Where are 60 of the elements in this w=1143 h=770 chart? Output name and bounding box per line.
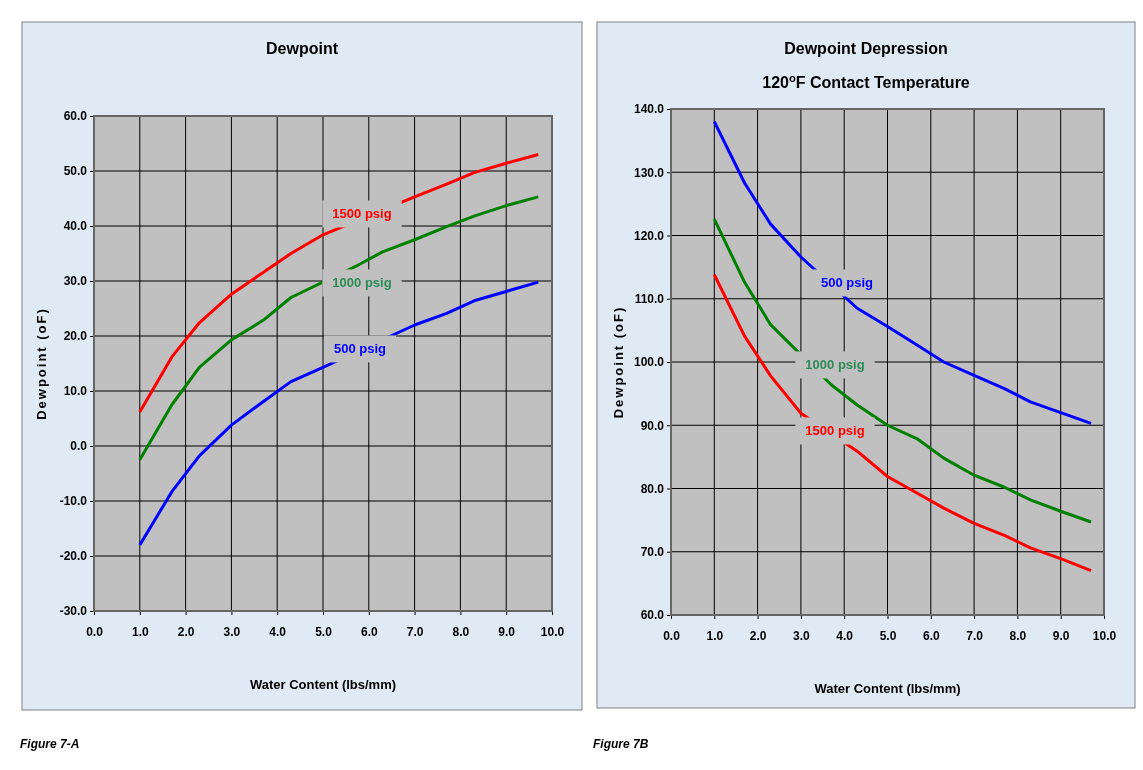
series-label: 500 psig (333, 341, 387, 357)
x-tick-label: 4.0 (269, 624, 287, 639)
x-tick-label: 2.0 (749, 628, 767, 643)
x-tick-label: 6.0 (360, 624, 378, 639)
y-tick-label: -30.0 (59, 604, 88, 619)
x-tick-label: 7.0 (966, 628, 984, 643)
x-tick-label: 2.0 (177, 624, 195, 639)
y-tick-label: -20.0 (59, 549, 88, 564)
line-series (712, 217, 1093, 524)
y-tick-label: 10.0 (63, 384, 88, 399)
x-tick-label: 6.0 (922, 628, 940, 643)
chart-subtitle: 120$^{o}$F Contact Temperature (762, 72, 970, 91)
x-tick-label: 3.0 (223, 624, 241, 639)
x-tick-label: 7.0 (406, 624, 424, 639)
caption: Figure 7B (593, 737, 649, 751)
chart-title: Dewpoint (266, 40, 339, 57)
x-tick-label: 1.0 (706, 628, 724, 643)
y-tick-label: 140.0 (633, 102, 665, 117)
y-axis-title: Dewpoint (oF) (611, 305, 626, 419)
y-tick-label: 110.0 (634, 292, 665, 307)
x-tick-label: 8.0 (452, 624, 470, 639)
caption: Figure 7-A (20, 737, 80, 751)
y-tick-label: -10.0 (59, 494, 88, 509)
y-tick-label: 80.0 (640, 481, 665, 496)
y-tick-label: 50.0 (63, 164, 88, 179)
x-tick-label: 5.0 (879, 628, 897, 643)
x-axis-title: Water Content (lbs/mm) (814, 681, 961, 696)
x-tick-label: 9.0 (498, 624, 516, 639)
x-tick-label: 8.0 (1009, 628, 1027, 643)
y-tick-label: 30.0 (63, 274, 88, 289)
x-tick-label: 0.0 (86, 624, 104, 639)
x-tick-label: 3.0 (793, 628, 811, 643)
y-tick-label: 0.0 (70, 439, 88, 454)
series-label: 1000 psig (332, 275, 392, 291)
y-tick-label: 100.0 (633, 355, 665, 370)
y-tick-label: 120.0 (633, 228, 665, 243)
y-tick-label: 70.0 (640, 545, 665, 560)
x-tick-label: 1.0 (131, 624, 149, 639)
x-tick-label: 10.0 (1092, 628, 1117, 643)
y-tick-label: 130.0 (633, 165, 665, 180)
x-tick-label: 10.0 (540, 624, 565, 639)
x-tick-label: 4.0 (836, 628, 854, 643)
x-axis-title: Water Content (lbs/mm) (249, 677, 397, 692)
x-tick-label: 0.0 (663, 628, 681, 643)
y-tick-label: 40.0 (63, 219, 88, 234)
line-series (712, 120, 1093, 425)
series-label: 500 psig (820, 275, 874, 291)
y-axis-title: Dewpoint (oF) (34, 307, 49, 420)
x-tick-label: 5.0 (315, 624, 333, 639)
line-series (138, 195, 540, 462)
chart-title: Dewpoint Depression (784, 40, 948, 57)
series-label: 1000 psig (805, 357, 865, 373)
y-tick-label: 60.0 (63, 109, 88, 124)
y-tick-label: 60.0 (640, 608, 665, 623)
series-label: 1500 psig (805, 423, 865, 439)
line-series (712, 273, 1093, 573)
y-tick-label: 90.0 (640, 418, 665, 433)
x-tick-label: 9.0 (1052, 628, 1070, 643)
series-label: 1500 psig (332, 206, 392, 222)
y-tick-label: 20.0 (63, 329, 88, 344)
